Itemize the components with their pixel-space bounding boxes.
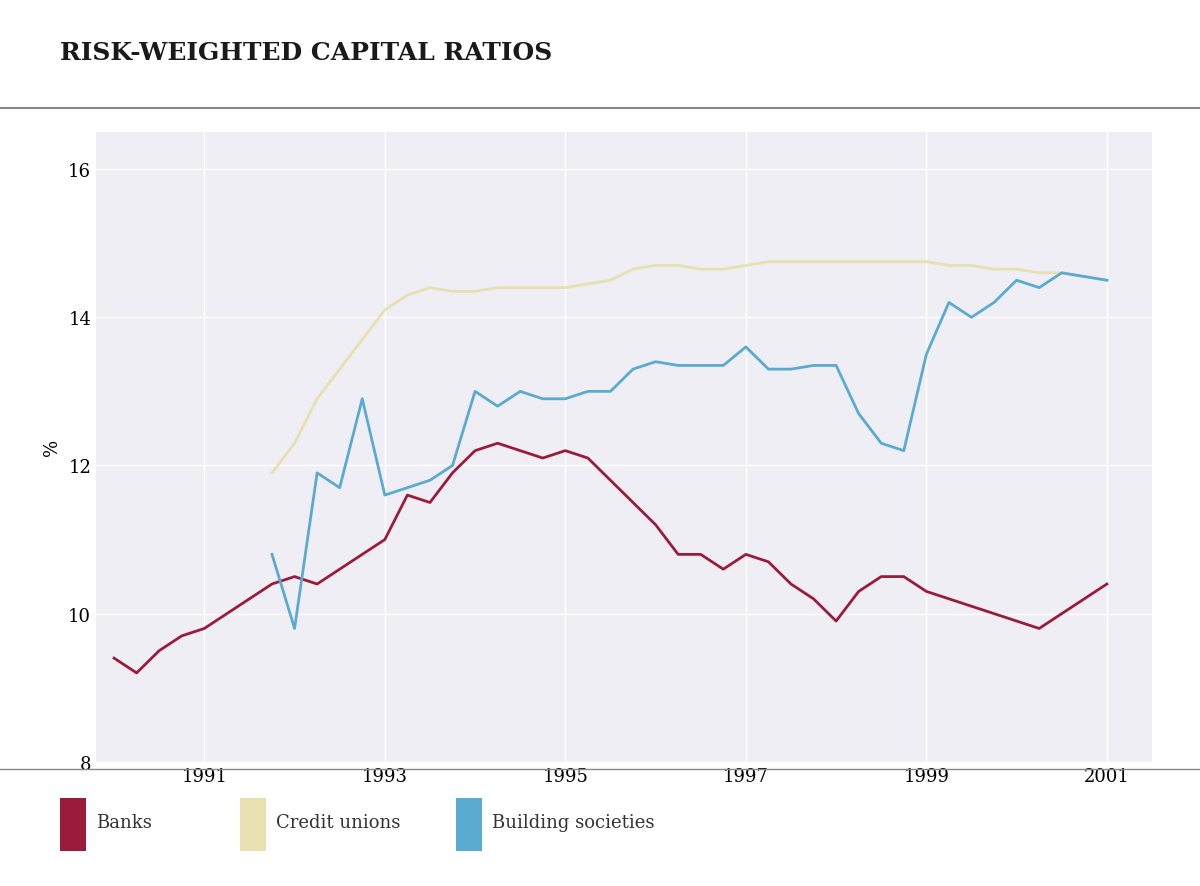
Text: Building societies: Building societies [492,812,654,831]
Text: RISK-WEIGHTED CAPITAL RATIOS: RISK-WEIGHTED CAPITAL RATIOS [60,41,552,66]
FancyBboxPatch shape [456,798,482,851]
Text: Credit unions: Credit unions [276,812,401,831]
FancyBboxPatch shape [240,798,266,851]
Y-axis label: %: % [43,439,61,456]
Text: Banks: Banks [96,812,152,831]
FancyBboxPatch shape [60,798,86,851]
